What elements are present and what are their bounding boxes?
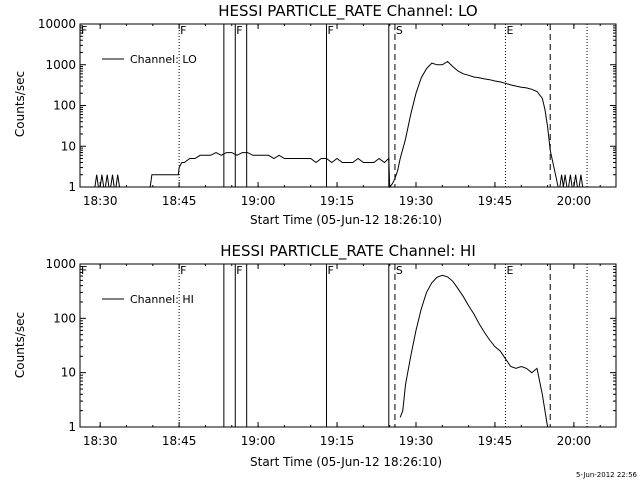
ticks-layer: 18:30 18:45 19:00 19:15 19:30 19:45 20:00 1 10 10…	[45, 257, 616, 448]
legend: Channel: HI	[102, 293, 194, 306]
x-tick-label: 19:00	[241, 434, 276, 448]
series-line	[94, 60, 584, 189]
flag-label: S	[396, 24, 403, 37]
series-layer	[94, 60, 584, 189]
x-tick-label: 19:00	[241, 194, 276, 208]
plot-frame	[79, 23, 617, 188]
x-tick-label: 20:00	[557, 434, 592, 448]
y-tick-label: 1	[68, 180, 76, 194]
x-axis-label: Start Time (05-Jun-12 18:26:10)	[250, 213, 442, 227]
flag-label: F	[180, 264, 186, 277]
chart-hi: HESSI PARTICLE_RATE Channel: HI Counts/s…	[13, 242, 617, 469]
x-tick-label: 18:45	[162, 194, 197, 208]
y-tick-label: 1000	[45, 58, 76, 72]
x-tick-label: 20:00	[557, 194, 592, 208]
series-layer	[399, 274, 549, 428]
plot-frame	[79, 263, 617, 428]
x-tick-label: 19:15	[320, 194, 355, 208]
timestamp: 5-Jun-2012 22:56	[576, 471, 638, 479]
series-line	[399, 274, 549, 428]
legend-label: Channel: LO	[130, 53, 197, 66]
legend: Channel: LO	[102, 53, 197, 66]
y-axis-label: Counts/sec	[13, 312, 27, 378]
legend-label: Channel: HI	[130, 293, 194, 306]
y-tick-label: 10000	[38, 17, 76, 31]
flag-label: F	[81, 264, 87, 277]
y-tick-label: 10	[61, 139, 76, 153]
flag-label: F	[180, 24, 186, 37]
flag-label: F	[328, 264, 334, 277]
y-tick-label: 1000	[45, 257, 76, 271]
x-tick-label: 19:30	[399, 194, 434, 208]
flag-label: S	[396, 264, 403, 277]
x-axis-label: Start Time (05-Jun-12 18:26:10)	[250, 455, 442, 469]
y-tick-label: 10	[61, 366, 76, 380]
flag-label: F	[236, 24, 242, 37]
chart-lo: HESSI PARTICLE_RATE Channel: LO Counts/s…	[13, 2, 617, 227]
y-tick-label: 100	[53, 99, 76, 113]
x-tick-label: 19:45	[478, 194, 513, 208]
y-tick-label: 1	[68, 420, 76, 434]
x-tick-label: 19:45	[478, 434, 513, 448]
chart-title: HESSI PARTICLE_RATE Channel: HI	[220, 242, 476, 261]
y-tick-label: 100	[53, 311, 76, 325]
flag-label: F	[236, 264, 242, 277]
flag-label: F	[81, 24, 87, 37]
x-tick-label: 18:45	[162, 434, 197, 448]
flag-label: E	[506, 24, 513, 37]
x-tick-label: 19:30	[399, 434, 434, 448]
flag-label: F	[328, 24, 334, 37]
x-tick-label: 18:30	[83, 434, 118, 448]
chart-title: HESSI PARTICLE_RATE Channel: LO	[218, 2, 477, 21]
x-tick-label: 19:15	[320, 434, 355, 448]
y-axis-label: Counts/sec	[13, 71, 27, 137]
x-tick-label: 18:30	[83, 194, 118, 208]
flag-label: E	[506, 264, 513, 277]
